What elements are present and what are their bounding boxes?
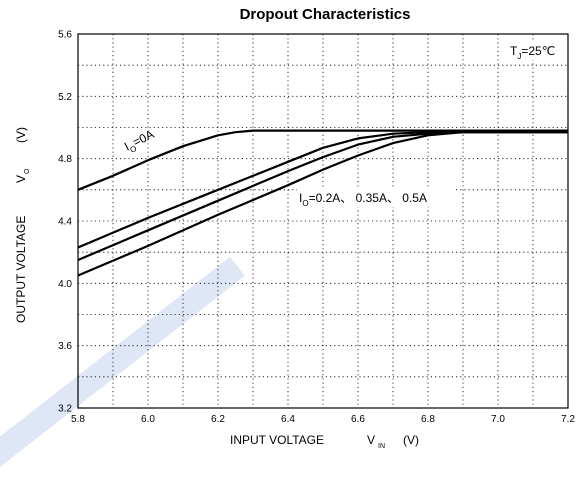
- x-tick-label: 5.8: [71, 414, 85, 425]
- annotation-io-0a: IO=0A: [122, 127, 158, 156]
- x-axis-label: INPUT VOLTAGE V IN (V): [230, 433, 419, 450]
- chart-title: Dropout Characteristics: [240, 6, 411, 23]
- x-tick-label: 6.2: [211, 414, 225, 425]
- annotation-io-loads: IO=0.2A、 0.35A、 0.5A: [299, 191, 427, 208]
- dropout-characteristics-chart: Dropout Characteristics 5.8 6.0 6.2 6.4 6.6 6…: [14, 6, 575, 450]
- y-tick-label: 5.6: [58, 30, 72, 41]
- grid: [78, 34, 568, 408]
- series-group: [77, 129, 568, 277]
- tj-label-box: [508, 41, 564, 60]
- y-tick-label: 5.2: [58, 92, 72, 103]
- io-label-box: [297, 188, 455, 207]
- y-tick-label: 3.6: [58, 341, 72, 352]
- x-tick-label: 6.4: [281, 414, 295, 425]
- series-line-1: [77, 129, 568, 191]
- series-line-2: [77, 131, 568, 249]
- y-axis-label: OUTPUT VOLTAGEVO(V): [14, 127, 31, 323]
- y-ticks: 3.2 3.6 4.0 4.4 4.8 5.2 5.6: [58, 30, 72, 415]
- x-tick-label: 6.8: [421, 414, 435, 425]
- x-tick-label: 7.0: [491, 414, 505, 425]
- series-line-3: [77, 131, 568, 262]
- series-line-4: [77, 131, 568, 277]
- x-tick-label: 7.2: [561, 414, 575, 425]
- y-tick-label: 4.4: [58, 217, 72, 228]
- y-tick-label: 4.0: [58, 279, 72, 290]
- y-tick-label: 4.8: [58, 154, 72, 165]
- y-tick-label: 3.2: [58, 404, 72, 415]
- x-tick-label: 6.6: [351, 414, 365, 425]
- x-tick-label: 6.0: [141, 414, 155, 425]
- x-ticks: 5.8 6.0 6.2 6.4 6.6 6.8 7.0 7.2: [71, 414, 575, 425]
- annotation-tj: TJ=25℃: [510, 44, 555, 61]
